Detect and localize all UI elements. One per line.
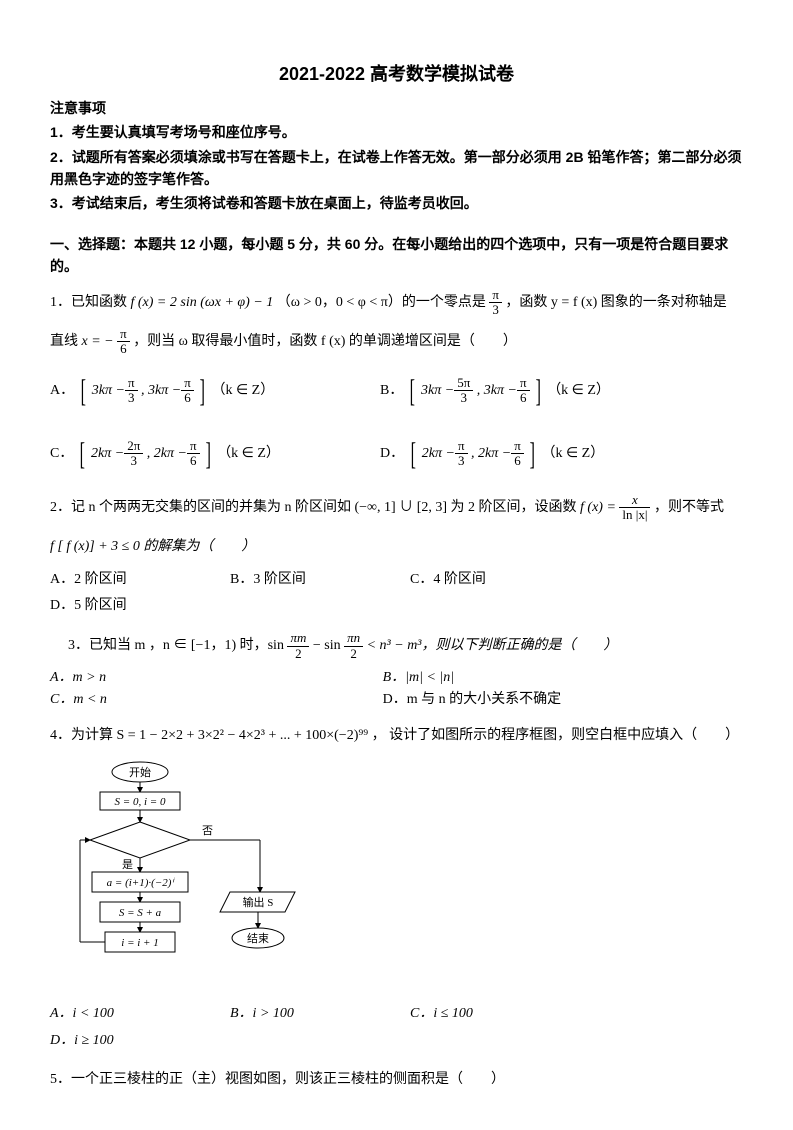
q3-option-d: D．m 与 n 的大小关系不确定: [383, 689, 716, 711]
q1-line2c: ，则当 ω 取得最小值时，函数 f (x) 的单调递增区间是（ ）: [133, 334, 517, 349]
svg-text:是: 是: [122, 858, 133, 871]
q2-option-a: A．2 阶区间: [50, 569, 210, 591]
page-title: 2021-2022 高考数学模拟试卷: [50, 60, 743, 89]
q1-option-a: A． [ 3kπ −π3 , 3kπ −π6 ] （k ∈ Z）: [50, 365, 370, 416]
notice-1: 1．考生要认真填写考场号和座位序号。: [50, 121, 743, 143]
q3-option-c: C．m < n: [50, 689, 383, 711]
question-4: 4．为计算 S = 1 − 2×2 + 3×2² − 4×2³ + ... + …: [50, 722, 743, 750]
q2-option-c: C．4 阶区间: [410, 569, 570, 591]
q1-zero-num: π: [489, 288, 502, 303]
flowchart: 开始 S = 0, i = 0 否 是 a = (i+1)·(−2)ⁱ S = …: [70, 760, 743, 993]
notice-header: 注意事项: [50, 97, 743, 119]
svg-text:开始: 开始: [129, 765, 151, 779]
question-1-line2: 直线 x = − π6 ，则当 ω 取得最小值时，函数 f (x) 的单调递增区…: [50, 327, 743, 357]
q1-option-c: C． [ 2kπ −2π3 , 2kπ −π6 ] （k ∈ Z）: [50, 428, 370, 479]
svg-text:i = i + 1: i = i + 1: [121, 937, 158, 949]
svg-text:S = S + a: S = S + a: [119, 907, 162, 919]
q1-line2b: x = −: [82, 334, 114, 349]
q3-option-b: B．|m| < |n|: [383, 667, 716, 689]
svg-text:否: 否: [202, 825, 213, 837]
notice-3: 3．考试结束后，考生须将试卷和答题卡放在桌面上，待监考员收回。: [50, 192, 743, 214]
question-1: 1．已知函数 f (x) = 2 sin (ωx + φ) − 1 （ω > 0…: [50, 288, 743, 318]
q1-options-row2: C． [ 2kπ −2π3 , 2kπ −π6 ] （k ∈ Z） D． [ 2…: [50, 428, 743, 483]
q1-axis-den: 6: [117, 342, 130, 356]
q4-option-c: C．i ≤ 100: [410, 1003, 570, 1025]
svg-text:输出 S: 输出 S: [243, 895, 274, 909]
q2-option-d: D．5 阶区间: [50, 595, 210, 617]
q3-option-a: A．m > n: [50, 667, 383, 689]
question-3: 3．已知当 m ，n ∈ [−1，1) 时，sin πm2 − sin πn2 …: [68, 631, 743, 661]
q2-options: A．2 阶区间 B．3 阶区间 C．4 阶区间 D．5 阶区间: [50, 569, 743, 622]
q1-prefix: 1．已知函数: [50, 295, 127, 310]
q1-line2a: 直线: [50, 334, 78, 349]
svg-text:结束: 结束: [247, 932, 269, 945]
q2-fxlabel: f (x) =: [580, 500, 616, 515]
question-2-line2: f [ f (x)] + 3 ≤ 0 的解集为（ ）: [50, 533, 743, 561]
svg-text:S = 0, i = 0: S = 0, i = 0: [115, 796, 166, 808]
question-2: 2．记 n 个两两无交集的区间的并集为 n 阶区间如 (−∞, 1] ∪ [2,…: [50, 493, 743, 523]
section-1-header: 一、选择题：本题共 12 小题，每小题 5 分，共 60 分。在每小题给出的四个…: [50, 233, 743, 278]
q2-option-b: B．3 阶区间: [230, 569, 390, 591]
q1-options-row1: A． [ 3kπ −π3 , 3kπ −π6 ] （k ∈ Z） B． [ 3k…: [50, 365, 743, 420]
q1-option-b: B． [ 3kπ −5π3 , 3kπ −π6 ] （k ∈ Z）: [380, 365, 700, 416]
q4-options: A．i < 100 B．i > 100 C．i ≤ 100 D．i ≥ 100: [50, 1003, 743, 1056]
q3-options-row1: A．m > n B．|m| < |n|: [50, 667, 743, 689]
q4-option-a: A．i < 100: [50, 1003, 210, 1025]
q1-zero-den: 3: [489, 303, 502, 317]
question-5: 5．一个正三棱柱的正（主）视图如图，则该正三棱柱的侧面积是（ ）: [50, 1066, 743, 1094]
q1-axis-num: π: [117, 327, 130, 342]
q2-line1a: 2．记 n 个两两无交集的区间的并集为 n 阶区间如 (−∞, 1] ∪ [2,…: [50, 500, 577, 515]
q4-option-d: D．i ≥ 100: [50, 1030, 210, 1052]
q4-option-b: B．i > 100: [230, 1003, 390, 1025]
q1-mid: ，函数 y = f (x) 图象的一条对称轴是: [505, 295, 726, 310]
q1-cond: （ω > 0，0 < φ < π）的一个零点是: [277, 295, 486, 310]
q1-option-d: D． [ 2kπ −π3 , 2kπ −π6 ] （k ∈ Z）: [380, 428, 700, 479]
svg-text:a = (i+1)·(−2)ⁱ: a = (i+1)·(−2)ⁱ: [107, 877, 176, 889]
q1-fx: f (x) = 2 sin (ωx + φ) − 1: [131, 295, 274, 310]
q3-options-row2: C．m < n D．m 与 n 的大小关系不确定: [50, 689, 743, 711]
notice-2: 2．试题所有答案必须填涂或书写在答题卡上，在试卷上作答无效。第一部分必须用 2B…: [50, 146, 743, 191]
q2-line1b: ，则不等式: [654, 500, 724, 515]
